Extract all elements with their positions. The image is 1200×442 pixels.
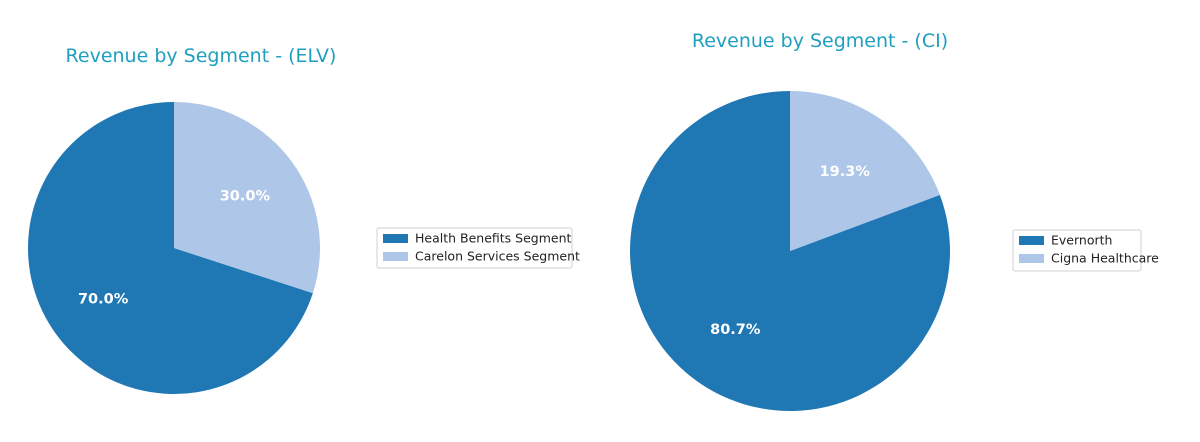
pie-slice-carelon-services-segment xyxy=(174,102,320,294)
pie-value-label-health-benefits-segment: 70.0% xyxy=(78,291,129,307)
chart-title-ci: Revenue by Segment - (CI) xyxy=(692,30,948,52)
pie-slices-ci xyxy=(630,91,950,411)
pie-value-label-evernorth: 80.7% xyxy=(710,322,761,338)
pie-labels-ci: 80.7% 19.3% xyxy=(710,164,870,338)
pie-slice-health-benefits-segment xyxy=(27,102,313,394)
pie-chart-elv: Revenue by Segment - (ELV) 70.0% 30.0% He… xyxy=(27,45,580,394)
legend-elv: Health Benefits Segment Carelon Services… xyxy=(376,227,580,269)
pie-labels-elv: 70.0% 30.0% xyxy=(78,189,271,308)
legend-label-health-benefits: Health Benefits Segment xyxy=(415,231,572,246)
legend-swatch-carelon-services xyxy=(383,252,408,261)
legend-label-cigna-healthcare: Cigna Healthcare xyxy=(1051,251,1159,266)
legend-swatch-health-benefits xyxy=(383,234,408,243)
legend-frame-ci xyxy=(1012,229,1142,272)
pie-value-label-cigna-healthcare: 19.3% xyxy=(820,164,871,180)
pie-slice-cigna-healthcare xyxy=(790,91,940,251)
legend-swatch-evernorth xyxy=(1019,236,1044,245)
pie-chart-ci: Revenue by Segment - (CI) 80.7% 19.3% Eve… xyxy=(630,30,1159,411)
chart-title-elv: Revenue by Segment - (ELV) xyxy=(66,45,337,67)
legend-label-carelon-services: Carelon Services Segment xyxy=(415,249,580,264)
pie-slices-elv xyxy=(27,102,320,394)
legend-label-evernorth: Evernorth xyxy=(1051,233,1112,248)
pie-value-label-carelon-services-segment: 30.0% xyxy=(220,189,271,205)
legend-ci: Evernorth Cigna Healthcare xyxy=(1012,229,1159,272)
legend-swatch-cigna-healthcare xyxy=(1019,254,1044,263)
legend-frame-elv xyxy=(376,227,573,269)
